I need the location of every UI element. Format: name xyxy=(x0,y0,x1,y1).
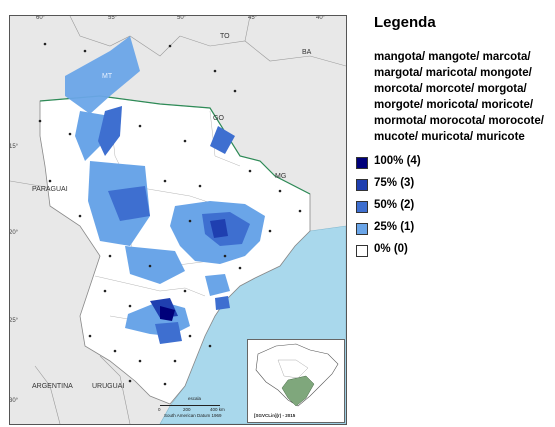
shaded-areas xyxy=(65,36,265,344)
label-mg: MG xyxy=(275,173,286,180)
legend-title: Legenda xyxy=(374,14,436,31)
legend-items: 100% (4) 75% (3) 50% (2) 25% (1) 0% (0) xyxy=(352,155,552,265)
coord-top-60: 60° xyxy=(36,15,46,21)
inset-brazil-outline xyxy=(255,343,339,407)
area-50-northwest xyxy=(98,106,122,156)
coord-top-45: 45° xyxy=(248,15,258,21)
legend-item-50: 50% (2) xyxy=(356,199,552,221)
inset-map: [SGVCLin](r) - 2015 xyxy=(247,339,345,423)
legend-item-75: 75% (3) xyxy=(356,177,552,199)
legend-label-50: 50% (2) xyxy=(374,199,415,211)
label-argentina: ARGENTINA xyxy=(32,383,73,390)
coord-top-40: 40° xyxy=(316,15,326,21)
legend-swatch-25 xyxy=(356,223,368,235)
area-100-south xyxy=(160,306,175,321)
legend-swatch-0 xyxy=(356,245,368,257)
inset-highlight xyxy=(281,375,315,407)
area-25-coast xyxy=(205,274,230,296)
area-50-coast xyxy=(215,296,230,310)
legend-item-100: 100% (4) xyxy=(356,155,552,177)
inset-caption: [SGVCLin](r) - 2015 xyxy=(254,413,296,418)
legend-item-25: 25% (1) xyxy=(356,221,552,243)
map-frame: TO BA MT GO MG PARAGUAI ARGENTINA URUGUA… xyxy=(9,15,347,425)
legend-label-0: 0% (0) xyxy=(374,243,408,255)
scale-line xyxy=(160,405,220,406)
area-25-north xyxy=(65,36,140,114)
scale-tick-200: 200 xyxy=(183,407,191,412)
label-go: GO xyxy=(213,115,224,122)
scale-tick-400: 400 km xyxy=(210,407,225,412)
legend-swatch-100 xyxy=(356,157,368,169)
area-50-go xyxy=(210,126,235,154)
settlement-points xyxy=(38,42,302,386)
coord-left-15: 15° xyxy=(9,144,19,150)
legend-swatch-75 xyxy=(356,179,368,191)
coord-top-50: 50° xyxy=(177,15,187,21)
legend-item-0: 0% (0) xyxy=(356,243,552,265)
area-25-south-center xyxy=(125,246,185,284)
legend-label-75: 75% (3) xyxy=(374,177,415,189)
label-ba: BA xyxy=(302,49,312,56)
area-50-south xyxy=(155,322,182,344)
scale-title: escala xyxy=(188,396,202,401)
legend-swatch-50 xyxy=(356,201,368,213)
legend: Legenda mangota/ mangote/ marcota/ margo… xyxy=(352,14,552,265)
legend-terms: mangota/ mangote/ marcota/ margota/ mari… xyxy=(374,51,544,143)
coord-left-20: 20° xyxy=(9,230,19,236)
scale-bar: escala 0 200 400 km South American Datum… xyxy=(158,396,238,418)
label-mt: MT xyxy=(102,73,113,80)
area-25-west xyxy=(75,111,110,161)
coord-left-25: 25° xyxy=(9,318,19,324)
map-canvas: TO BA MT GO MG PARAGUAI ARGENTINA URUGUA… xyxy=(10,16,346,424)
scale-tick-0: 0 xyxy=(158,407,161,412)
coord-top-55: 55° xyxy=(108,15,118,21)
legend-label-25: 25% (1) xyxy=(374,221,415,233)
area-75-east xyxy=(210,219,228,238)
scale-datum: South American Datum 1969 xyxy=(164,413,222,418)
label-paraguai: PARAGUAI xyxy=(32,186,68,193)
coord-left-30: 30° xyxy=(9,398,19,404)
legend-label-100: 100% (4) xyxy=(374,155,421,167)
area-50-center xyxy=(108,186,150,221)
label-to: TO xyxy=(220,33,230,40)
label-uruguai: URUGUAI xyxy=(92,383,124,390)
